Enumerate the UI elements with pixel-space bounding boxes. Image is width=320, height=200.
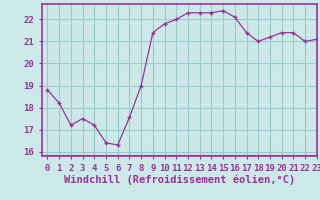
X-axis label: Windchill (Refroidissement éolien,°C): Windchill (Refroidissement éolien,°C)	[64, 174, 295, 185]
